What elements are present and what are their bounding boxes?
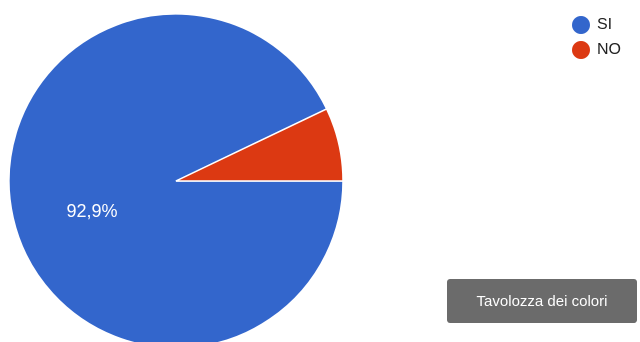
pie-data-label-si: 92,9% bbox=[66, 201, 117, 221]
legend-item-no[interactable]: NO bbox=[572, 37, 621, 62]
pie-slice-si[interactable] bbox=[8, 13, 344, 342]
color-palette-button[interactable]: Tavolozza dei colori bbox=[447, 279, 637, 323]
legend-label-si: SI bbox=[597, 15, 613, 33]
legend-swatch-no bbox=[572, 40, 590, 59]
pie-slice-no[interactable] bbox=[175, 107, 344, 182]
legend: SI NO bbox=[572, 12, 621, 62]
legend-label-no: NO bbox=[597, 40, 621, 58]
legend-item-si[interactable]: SI bbox=[572, 12, 621, 37]
legend-swatch-si bbox=[572, 15, 590, 34]
